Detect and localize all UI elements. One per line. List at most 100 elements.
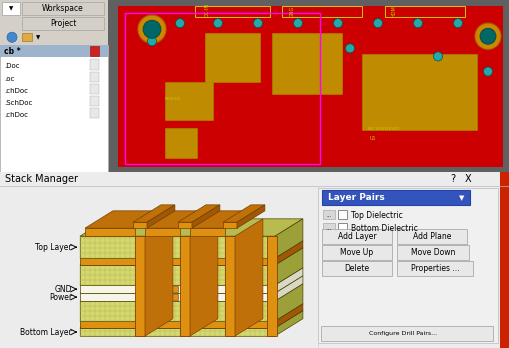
Bar <box>195 6 270 17</box>
Polygon shape <box>190 211 253 228</box>
Circle shape <box>213 19 222 28</box>
Circle shape <box>294 19 302 28</box>
Text: .chDoc: .chDoc <box>4 112 28 118</box>
Bar <box>322 190 470 205</box>
Polygon shape <box>275 241 303 265</box>
Polygon shape <box>80 268 303 285</box>
Bar <box>90 72 99 81</box>
FancyBboxPatch shape <box>22 17 104 30</box>
Text: Delete: Delete <box>345 264 370 273</box>
Text: GND: GND <box>54 285 72 294</box>
Text: Move Up: Move Up <box>341 248 374 257</box>
Bar <box>190 228 225 236</box>
Polygon shape <box>80 321 275 328</box>
Circle shape <box>484 67 493 76</box>
Text: Add Layer: Add Layer <box>337 232 376 241</box>
Bar <box>225 236 235 336</box>
Bar <box>338 223 347 232</box>
Text: Bottom Layer: Bottom Layer <box>20 327 72 337</box>
Bar <box>0 0 108 172</box>
Bar <box>0 45 108 57</box>
Circle shape <box>176 19 184 28</box>
FancyBboxPatch shape <box>2 2 20 15</box>
Polygon shape <box>80 311 303 328</box>
Text: Top Dielectric: Top Dielectric <box>351 211 403 220</box>
Text: Move Down: Move Down <box>411 248 455 257</box>
Polygon shape <box>275 219 303 258</box>
Bar <box>318 188 498 343</box>
Polygon shape <box>190 219 218 336</box>
Text: ▼: ▼ <box>459 195 465 201</box>
Bar <box>165 128 197 158</box>
Bar <box>160 286 178 292</box>
Polygon shape <box>80 241 303 258</box>
Polygon shape <box>80 258 275 265</box>
Polygon shape <box>80 265 275 285</box>
Text: U1: U1 <box>370 136 377 141</box>
Bar <box>338 210 347 219</box>
Circle shape <box>143 20 161 38</box>
Bar <box>90 60 99 70</box>
Bar <box>133 222 147 228</box>
Text: DC-IN: DC-IN <box>205 3 210 17</box>
Bar <box>108 0 509 172</box>
Text: ...: ... <box>326 226 332 231</box>
Polygon shape <box>80 236 275 258</box>
Circle shape <box>374 19 382 28</box>
Circle shape <box>346 44 354 53</box>
FancyBboxPatch shape <box>322 245 392 260</box>
Bar <box>500 172 509 348</box>
Polygon shape <box>147 205 175 228</box>
Bar <box>22 33 32 41</box>
Bar <box>282 6 362 17</box>
Polygon shape <box>133 205 175 222</box>
Bar <box>178 222 192 228</box>
Bar <box>90 108 99 118</box>
Circle shape <box>475 23 501 49</box>
Polygon shape <box>85 211 163 228</box>
Text: GNG: GNG <box>290 6 295 17</box>
Bar <box>223 222 237 228</box>
Polygon shape <box>80 276 303 293</box>
Text: Power: Power <box>49 293 72 302</box>
FancyBboxPatch shape <box>321 326 493 341</box>
Bar <box>145 228 180 236</box>
Circle shape <box>333 19 343 28</box>
Polygon shape <box>275 248 303 285</box>
FancyBboxPatch shape <box>22 2 104 15</box>
Polygon shape <box>275 268 303 293</box>
FancyBboxPatch shape <box>397 245 469 260</box>
Bar <box>2 31 106 43</box>
Text: R60C65: R60C65 <box>165 97 181 101</box>
Text: ...: ... <box>326 213 332 218</box>
Text: Bottom Dielectric: Bottom Dielectric <box>351 224 418 233</box>
Polygon shape <box>275 311 303 336</box>
Polygon shape <box>80 219 303 236</box>
Text: .SchDoc: .SchDoc <box>4 100 33 106</box>
Text: Add Plane: Add Plane <box>413 232 451 241</box>
Text: Top Layer: Top Layer <box>35 243 72 252</box>
FancyBboxPatch shape <box>397 261 473 276</box>
Bar <box>362 54 477 130</box>
Polygon shape <box>275 304 303 328</box>
Text: Workspace: Workspace <box>42 4 84 13</box>
Polygon shape <box>80 248 303 265</box>
Circle shape <box>434 52 442 61</box>
Bar <box>205 33 260 81</box>
Polygon shape <box>80 328 275 336</box>
Text: ▼: ▼ <box>36 35 40 40</box>
Polygon shape <box>80 293 275 301</box>
Bar <box>165 81 213 120</box>
Circle shape <box>480 28 496 44</box>
Text: .oc: .oc <box>4 76 14 81</box>
Bar <box>272 33 342 94</box>
Polygon shape <box>275 276 303 301</box>
FancyBboxPatch shape <box>397 229 467 244</box>
Text: ?: ? <box>450 174 455 184</box>
Circle shape <box>148 37 156 46</box>
Polygon shape <box>237 205 265 228</box>
Polygon shape <box>145 219 173 336</box>
Polygon shape <box>235 219 263 336</box>
FancyBboxPatch shape <box>322 261 392 276</box>
Polygon shape <box>80 285 275 293</box>
